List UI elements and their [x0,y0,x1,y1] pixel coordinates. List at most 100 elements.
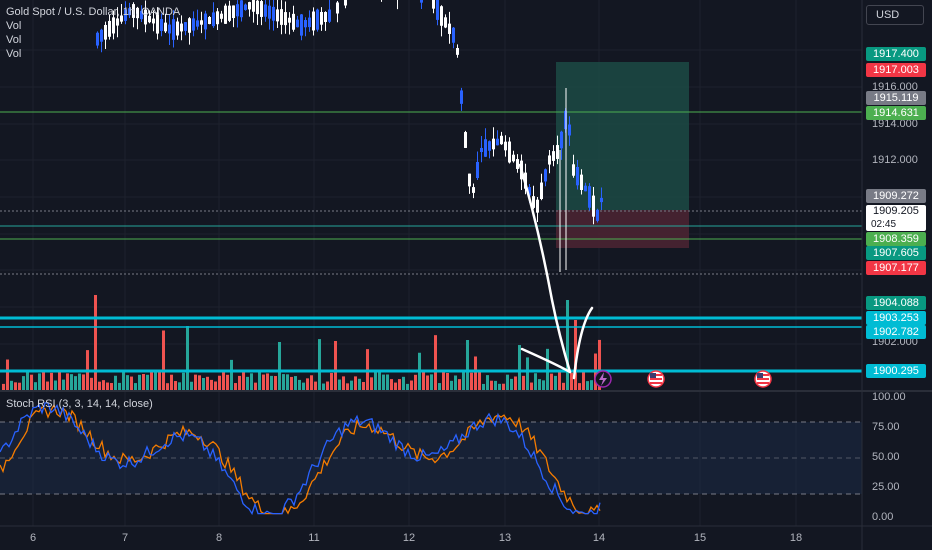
candle [164,13,167,33]
volume-bar [210,379,213,390]
price-tag-entry[interactable]: 1907.605 [866,246,926,260]
drawn-curve-up[interactable] [572,306,594,380]
price-tag-cyan-3[interactable]: 1900.295 [866,364,926,378]
vol-label[interactable]: Vol [6,48,22,60]
price-tag-support[interactable]: 1908.359 [866,232,926,246]
candle [540,173,543,201]
candle [397,0,398,10]
candle [552,145,555,167]
candle [272,0,275,31]
drawn-curve-small[interactable] [520,347,572,374]
candle [160,13,163,37]
volume-bar [142,374,145,390]
vol-label[interactable]: Vol [6,34,22,46]
volume-bar [498,383,501,390]
volume-bar [538,379,541,390]
volume-bar [38,373,41,390]
volume-bar [522,375,525,390]
candle [292,5,295,32]
volume-bar [202,377,205,390]
stoch-rsi-title[interactable]: Stoch RSI (3, 3, 14, 14, close) [6,398,153,410]
volume-bar [474,356,477,390]
price-tag-volume[interactable]: 1904.088 [866,296,926,310]
volume-bar [402,376,405,390]
volume-bar [590,380,593,390]
volume-bar [190,381,193,390]
volume-bar [306,378,309,390]
volume-bar [250,373,253,390]
volume-bar [290,376,293,390]
candle [236,0,239,28]
volume-bar [66,373,69,390]
candle [492,127,495,157]
volume-bar [302,382,305,390]
lightning-icon[interactable] [594,370,612,388]
price-tag-tp-high[interactable]: 1917.400 [866,47,926,61]
price-tag-prev-close[interactable]: 1909.272 [866,189,926,203]
candle [116,7,119,38]
candle [284,1,287,34]
price-tag-red[interactable]: 1917.003 [866,63,926,77]
us-flag-icon[interactable] [754,370,772,388]
volume-bar [310,375,313,390]
volume-bar [254,382,257,390]
volume-bar [482,383,485,390]
candle [248,1,251,17]
candle [228,0,231,23]
candle [336,0,339,23]
candle [252,0,255,23]
volume-bar [462,371,465,390]
currency-button[interactable]: USD [866,5,924,25]
volume-bar [262,374,265,390]
chart-legend[interactable]: Gold Spot / U.S. Dollar, 1h, OANDA Vol V… [6,5,180,61]
volume-bar [422,372,425,390]
candle [560,130,563,160]
rsi-tick: 75.00 [872,421,900,433]
candle [556,135,559,165]
volume-bar [82,374,85,390]
take-profit-zone[interactable] [556,62,689,210]
candle [532,185,535,210]
candle [240,0,243,22]
candle [112,10,115,40]
volume-bar [22,376,25,390]
candle [588,183,591,211]
volume-bar [438,383,441,390]
candle [312,7,315,36]
candle [472,183,475,199]
price-tag-cyan-1[interactable]: 1903.253 [866,311,926,325]
stop-loss-zone[interactable] [556,210,689,248]
volume-bar [454,375,457,390]
volume-bar [94,295,97,390]
candle [508,137,511,164]
price-tag-green-line[interactable]: 1914.631 [866,106,926,120]
candle [120,4,123,24]
volume-bar [346,383,349,390]
volume-bar [186,326,189,390]
drawn-curve-arrow[interactable] [518,163,572,374]
volume-bar [98,381,101,390]
current-price-tag[interactable]: 1909.205 02:45 [866,205,926,231]
candle [480,136,483,163]
vol-label[interactable]: Vol [6,20,22,32]
bar-countdown: 02:45 [871,219,897,230]
us-flag-icon[interactable] [647,370,665,388]
time-label: 18 [789,532,803,544]
candle [500,131,503,145]
candle [232,5,235,28]
volume-bar [570,372,573,390]
volume-bar [150,371,153,390]
price-tag-stop[interactable]: 1907.177 [866,261,926,275]
candle [440,5,443,37]
volume-bars [2,295,601,390]
symbol-title[interactable]: Gold Spot / U.S. Dollar, 1h, OANDA [6,6,181,18]
volume-bar [390,379,393,390]
candle [468,173,471,194]
price-tag-cyan-2[interactable]: 1902.782 [866,325,926,339]
volume-bar [50,372,53,390]
price-tag-grey[interactable]: 1915.119 [866,91,926,105]
volume-bar [122,370,125,390]
rsi-tick: 25.00 [872,481,900,493]
time-label: 14 [592,532,606,544]
